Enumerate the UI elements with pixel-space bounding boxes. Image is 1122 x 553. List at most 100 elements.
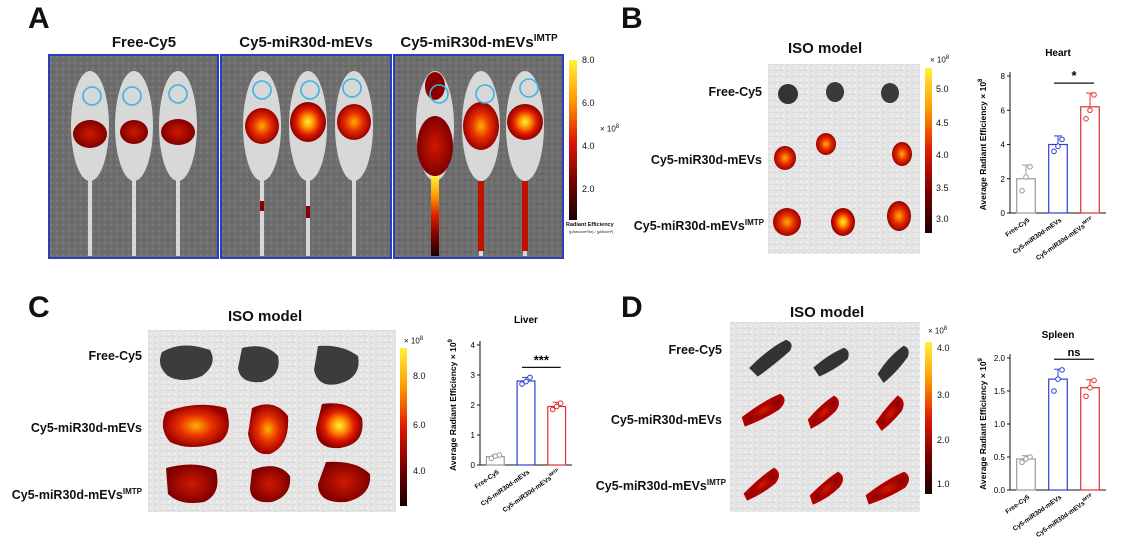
panel-a-cb-tick: 4.0: [582, 141, 595, 151]
panel-b-cb-tick: 3.0: [936, 214, 949, 224]
data-point: [1059, 136, 1065, 143]
panel-d-row-label: Free-Cy5: [668, 343, 723, 358]
y-tick-label: 3: [471, 371, 476, 380]
chart-title: Liver: [514, 315, 538, 326]
data-point: [1027, 454, 1033, 460]
panel-d-cb-tick: 4.0: [937, 343, 950, 353]
category-label-text: Free-Cy5: [1004, 217, 1031, 239]
data-point: [488, 455, 495, 462]
data-point: [1059, 367, 1065, 373]
panel-d-model-title: ISO model: [790, 304, 865, 321]
panel-c-colorbar: [400, 348, 407, 506]
data-point: [1083, 116, 1089, 122]
panel-a-colorbar: [569, 60, 577, 220]
panel-a-group-3-label: Cy5-miR30d-mEVsIMTP: [400, 33, 558, 51]
data-point: [1087, 384, 1093, 391]
significance-label: *: [1071, 68, 1077, 83]
category-label-sup: IMTP: [1081, 215, 1093, 225]
category-label: Cy5-miR30d-mEVsIMTP: [1034, 215, 1095, 262]
data-point: [523, 378, 529, 385]
panel-a-group-1-label: Free-Cy5: [111, 34, 177, 51]
chart-title: Spleen: [1042, 330, 1075, 341]
panel-c-cb-tick: 8.0: [413, 371, 426, 381]
data-point: [1083, 393, 1089, 400]
bar: [516, 380, 536, 466]
y-tick-label: 2.0: [994, 354, 1006, 363]
panel-c-cb-exponent: × 108: [404, 336, 424, 346]
panel-c-organ-image: [148, 330, 396, 512]
y-tick-label: 2: [1001, 175, 1006, 184]
chart-title: Heart: [1045, 48, 1071, 59]
bar: [1080, 106, 1100, 214]
y-axis-label-exp-power: 9: [978, 357, 984, 361]
data-point: [1055, 376, 1061, 382]
significance-label: ns: [1068, 347, 1081, 359]
y-tick-label: 6: [1001, 106, 1006, 115]
panel-a-image-mevs: [220, 54, 392, 259]
panel-d-cb-tick: 2.0: [937, 435, 950, 445]
y-axis-label: Average Radiant Efficiency × 109: [448, 338, 458, 470]
panel-b-row-label: Free-Cy5: [708, 85, 763, 100]
panel-a-group-2-label: Cy5-miR30d-mEVs: [239, 34, 373, 51]
data-point: [553, 403, 560, 410]
panel-c-letter: C: [28, 291, 50, 324]
data-point: [549, 406, 556, 413]
panel-b-letter: B: [621, 2, 643, 35]
panel-d-cb-exponent: × 108: [928, 326, 948, 336]
category-label-sup: IMTP: [1081, 492, 1093, 502]
y-tick-label: 0.0: [994, 486, 1006, 495]
y-axis-label: Average Radiant Efficiency × 108: [978, 78, 988, 210]
panel-a-image-mevs-imtp: [393, 54, 564, 259]
data-point: [557, 400, 564, 406]
data-point: [1051, 148, 1057, 155]
category-label: Cy5-miR30d-mEVsIMTP: [1034, 492, 1095, 539]
panel-a-cb-tick: 2.0: [582, 184, 595, 194]
data-point: [1019, 459, 1025, 466]
category-label-text: Free-Cy5: [474, 469, 501, 491]
panel-b-cb-exponent: × 108: [930, 55, 950, 65]
significance-label: ***: [534, 352, 550, 367]
y-tick-label: 4: [1001, 141, 1006, 150]
y-axis-label-exp-base: × 10: [978, 82, 988, 99]
panel-a-image-free-cy5: [48, 54, 219, 259]
data-point: [1023, 174, 1029, 180]
y-tick-label: 8: [1001, 72, 1006, 81]
panel-d-row-label: Cy5-miR30d-mEVs: [610, 413, 722, 428]
panel-d-cb-tick: 3.0: [937, 390, 950, 400]
category-label-sup: IMTP: [548, 467, 560, 477]
y-axis-label: Average Radiant Efficiency × 109: [978, 357, 988, 489]
category-label: Cy5-miR30d-mEVsIMTP: [500, 467, 561, 514]
y-tick-label: 1: [471, 431, 476, 440]
panel-d-organ-image: [730, 322, 920, 512]
liver-bar-chart: Liver 0 1 2 3 4 Average Radiant Efficiency × 1…: [448, 315, 572, 514]
y-tick-label: 4: [471, 341, 476, 350]
panel-d-cb-tick: 1.0: [937, 479, 950, 489]
panel-b-cb-tick: 4.5: [936, 118, 949, 128]
panel-b-model-title: ISO model: [788, 40, 863, 57]
y-axis-label-exp-base: × 10: [978, 361, 988, 378]
bar: [1016, 458, 1036, 491]
y-tick-label: 2: [471, 401, 476, 410]
panel-b-row-label: Cy5-miR30d-mEVs: [650, 153, 762, 168]
panel-b-colorbar: [925, 68, 932, 233]
y-axis-label-text: Average Radiant Efficiency: [448, 359, 458, 471]
panel-a-cb-tick: 6.0: [582, 98, 595, 108]
y-axis-label-exp-power: 9: [448, 338, 454, 342]
y-tick-label: 1.0: [994, 420, 1006, 429]
panel-b-cb-tick: 5.0: [936, 84, 949, 94]
panel-d-colorbar: [925, 342, 932, 494]
panel-c-row-label: Cy5-miR30d-mEVs: [30, 421, 142, 436]
panel-a-letter: A: [28, 2, 50, 35]
panel-d-row-label: Cy5-miR30d-mEVsIMTP: [595, 478, 726, 494]
panel-d-letter: D: [621, 291, 643, 324]
category-label-text: Free-Cy5: [1004, 494, 1031, 516]
panel-a-cb-units: (p/sec/cm²/sr) / (µW/cm²): [569, 229, 614, 234]
panel-c-row-label: Cy5-miR30d-mEVsIMTP: [11, 487, 142, 503]
y-tick-label: 0.5: [994, 453, 1006, 462]
spleen-bar-chart: Spleen 0.0 0.5 1.0 1.5 2.0 Average Radiant Eff…: [978, 330, 1106, 539]
panel-b-row-label: Cy5-miR30d-mEVsIMTP: [633, 218, 764, 234]
data-point: [1091, 377, 1097, 384]
data-point: [1091, 92, 1097, 98]
panel-a-cb-exponent: × 108: [600, 124, 620, 134]
